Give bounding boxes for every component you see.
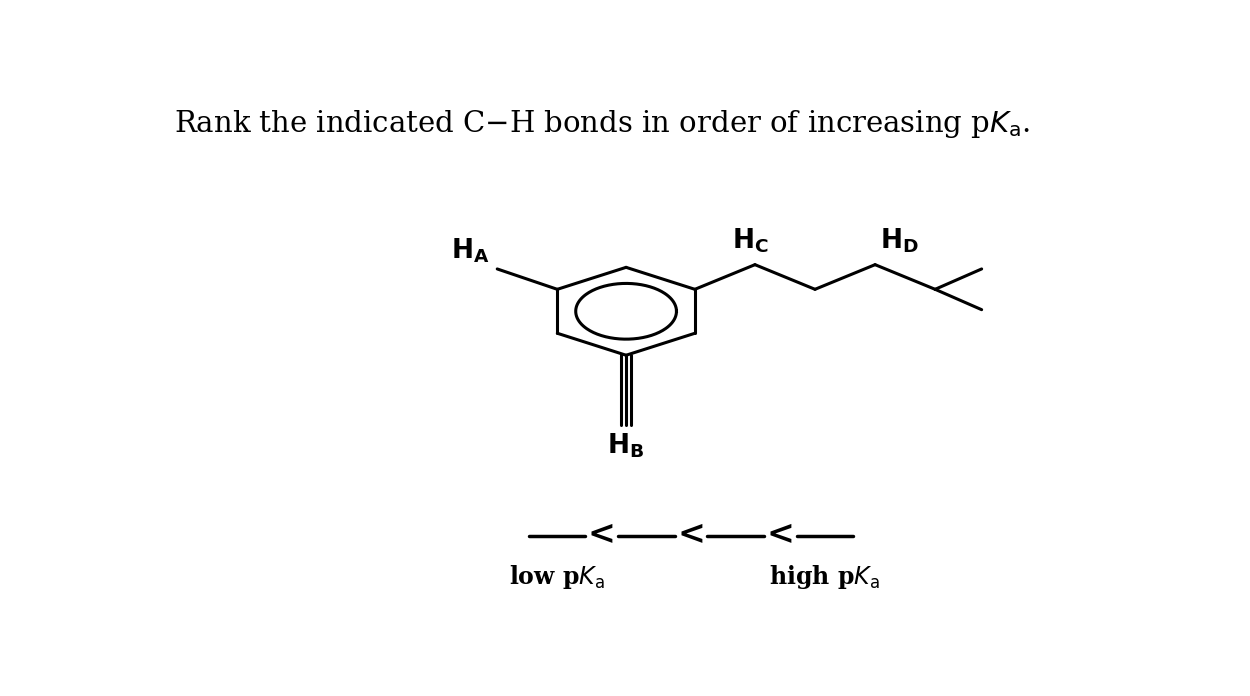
- Text: $\mathbf{H_A}$: $\mathbf{H_A}$: [451, 236, 490, 264]
- Text: $\mathbf{H_C}$: $\mathbf{H_C}$: [731, 226, 769, 255]
- Text: $\mathbf{H_B}$: $\mathbf{H_B}$: [608, 432, 645, 460]
- Text: $\mathbf{H_D}$: $\mathbf{H_D}$: [880, 226, 919, 255]
- Text: <: <: [588, 518, 616, 551]
- Text: <: <: [766, 518, 794, 551]
- Text: Rank the indicated C$-$H bonds in order of increasing p$K_\mathrm{a}$.: Rank the indicated C$-$H bonds in order …: [174, 108, 1030, 140]
- Text: high p$K_\mathrm{a}$: high p$K_\mathrm{a}$: [769, 563, 880, 591]
- Text: low p$K_\mathrm{a}$: low p$K_\mathrm{a}$: [509, 563, 605, 591]
- Text: <: <: [678, 518, 705, 551]
